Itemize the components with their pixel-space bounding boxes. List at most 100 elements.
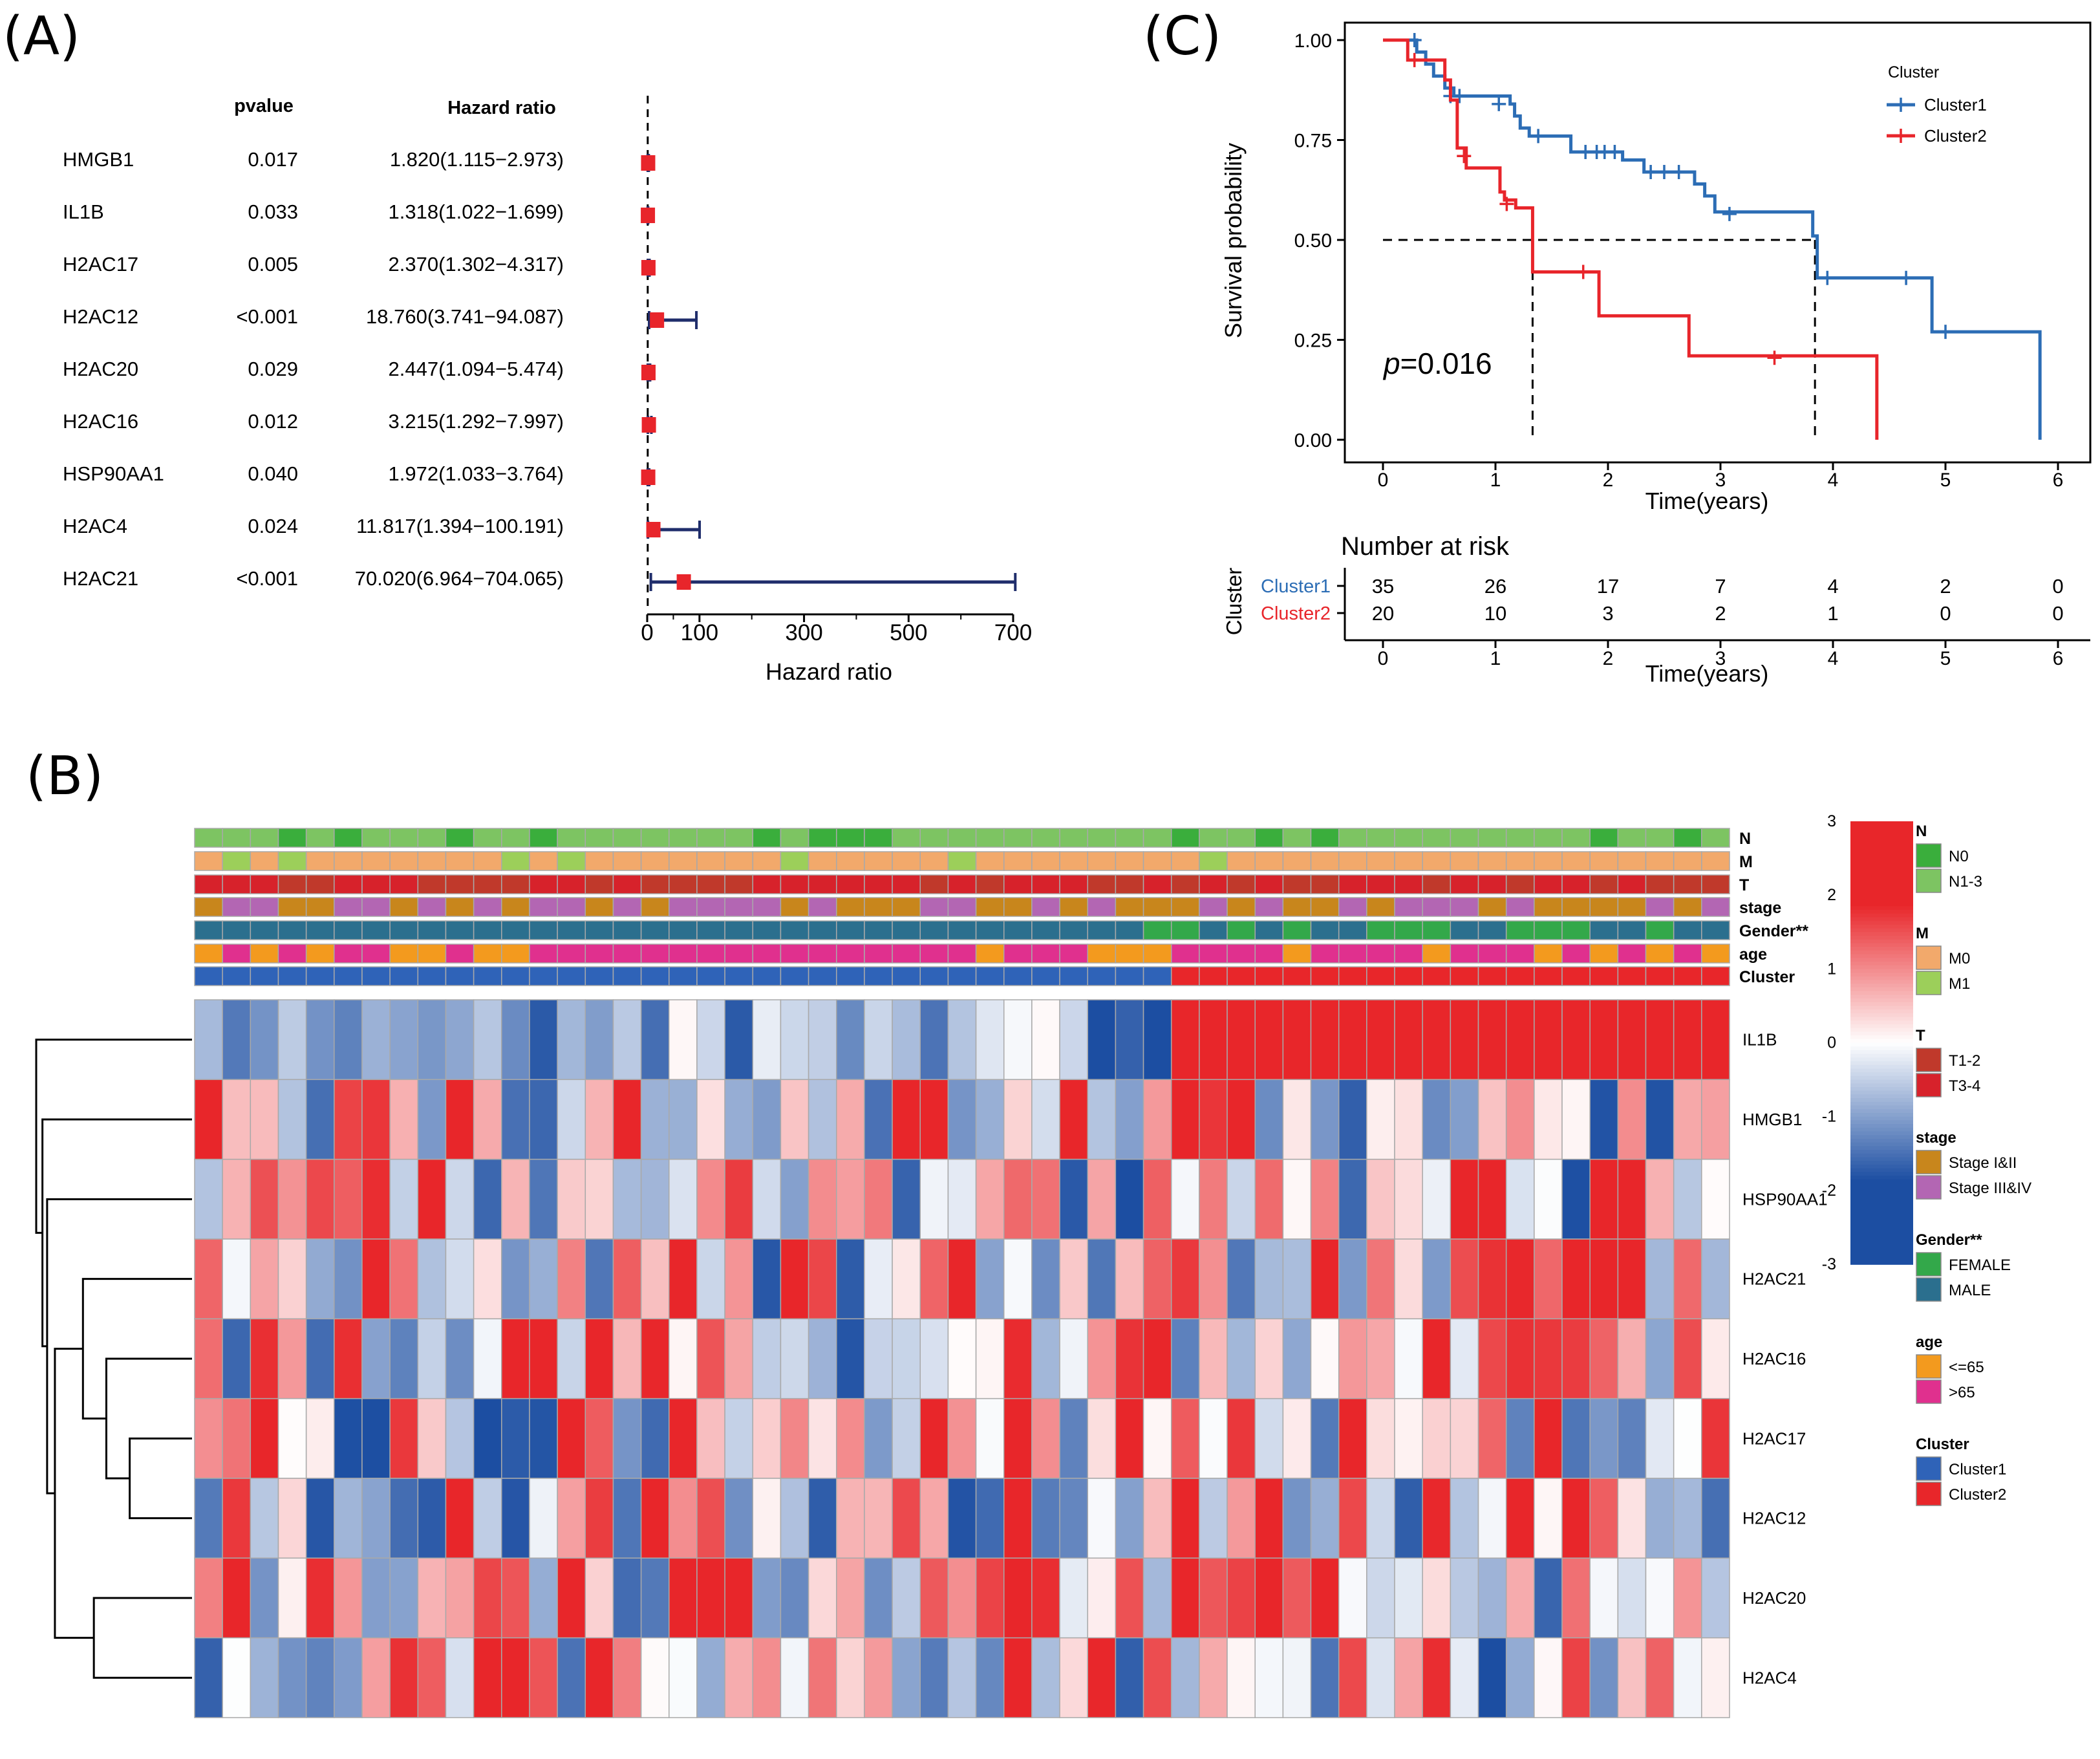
colorbar-segment xyxy=(1850,1246,1913,1250)
heatmap-cell xyxy=(1422,1238,1452,1320)
heatmap-cell xyxy=(1422,1478,1452,1559)
heatmap-cell xyxy=(724,1318,754,1399)
heatmap-cell xyxy=(277,1637,307,1718)
heatmap-cell xyxy=(612,1557,642,1639)
forest-point xyxy=(641,469,656,485)
heatmap-cell xyxy=(501,999,530,1081)
heatmap-cell xyxy=(612,1079,642,1160)
annotation-cell xyxy=(1199,897,1228,917)
km-censor-mark xyxy=(1531,129,1546,144)
km-censor-mark xyxy=(1407,33,1422,47)
annotation-cell xyxy=(808,966,837,986)
heatmap-cell xyxy=(724,1079,754,1160)
annotation-cell xyxy=(1115,897,1144,917)
heatmap-cell xyxy=(250,999,279,1081)
heatmap-cell xyxy=(1617,1397,1647,1479)
annotation-cell xyxy=(1227,897,1256,917)
heatmap-cell xyxy=(1199,1318,1228,1399)
heatmap-cell xyxy=(724,999,754,1081)
annotation-cell xyxy=(473,897,502,917)
forest-row: H2AC4 0.024 11.817(1.394−100.191) xyxy=(63,515,702,539)
annotation-cell xyxy=(1477,897,1507,917)
heatmap-cell xyxy=(1031,1637,1060,1718)
annotation-cell xyxy=(1142,851,1172,871)
annotation-cell xyxy=(669,874,698,894)
heatmap-cell xyxy=(1617,1238,1647,1320)
annotation-cell xyxy=(892,920,921,940)
annotation-cell xyxy=(501,944,530,964)
heatmap-cell xyxy=(752,1397,782,1479)
heatmap-cell xyxy=(1645,1478,1675,1559)
annotation-cell xyxy=(1701,897,1730,917)
annotation-cell xyxy=(1115,874,1144,894)
km-curve-cluster2 xyxy=(1383,38,1879,440)
heatmap-cell xyxy=(1477,1557,1507,1639)
heatmap-cell xyxy=(1227,999,1256,1081)
heatmap-cell xyxy=(389,1478,419,1559)
annotation-cell xyxy=(919,944,949,964)
annotation-cell xyxy=(1534,828,1563,848)
annotation-cell xyxy=(1338,874,1367,894)
annotation-cell xyxy=(1701,874,1730,894)
legend-item-label: Cluster1 xyxy=(1949,1461,2006,1478)
annotation-cell xyxy=(892,874,921,894)
heatmap-cell xyxy=(780,1318,809,1399)
km-y-tick-label: 1.00 xyxy=(1294,30,1332,52)
annotation-cell xyxy=(1115,966,1144,986)
heatmap-cell xyxy=(1505,1318,1535,1399)
annotation-cell xyxy=(361,828,391,848)
heatmap-cell xyxy=(780,1238,809,1320)
annotation-cell xyxy=(473,851,502,871)
heatmap-cell xyxy=(724,1557,754,1639)
annotation-cell xyxy=(1589,874,1619,894)
risk-x-tick-label: 1 xyxy=(1490,648,1501,669)
annotation-cell xyxy=(305,851,335,871)
heatmap-cell xyxy=(1366,1318,1395,1399)
heatmap-cell xyxy=(1115,1637,1144,1718)
heatmap-cell xyxy=(669,1079,698,1160)
heatmap-cell xyxy=(919,1397,949,1479)
heatmap-row-label: H2AC17 xyxy=(1742,1429,1806,1448)
annotation-cell xyxy=(1617,874,1647,894)
colorbar-segment xyxy=(1850,1006,1913,1010)
km-x-tick-label: 6 xyxy=(2053,469,2064,491)
annotation-cell xyxy=(1003,944,1033,964)
heatmap-cell xyxy=(1394,999,1423,1081)
heatmap-cell xyxy=(808,1397,837,1479)
heatmap-cell xyxy=(473,999,502,1081)
annotation-cell xyxy=(1645,920,1675,940)
heatmap-cell xyxy=(947,1079,977,1160)
km-censor-mark xyxy=(1899,270,1914,285)
heatmap-cell xyxy=(1673,1557,1702,1639)
km-y-tick-label: 0.75 xyxy=(1294,131,1332,152)
heatmap-cell xyxy=(1115,1079,1144,1160)
annotation-cell xyxy=(975,897,1005,917)
heatmap-cell xyxy=(584,1478,614,1559)
heatmap-cell xyxy=(1645,1397,1675,1479)
annotation-cell xyxy=(1199,920,1228,940)
annotation-cell xyxy=(584,874,614,894)
colorbar-segment xyxy=(1850,884,1913,889)
annotation-cell xyxy=(1505,944,1535,964)
heatmap-cell xyxy=(1394,1637,1423,1718)
km-censor-mark xyxy=(1767,351,1782,365)
annotation-cell xyxy=(864,966,893,986)
colorbar-segment xyxy=(1850,1131,1913,1136)
heatmap-cell xyxy=(1282,1637,1312,1718)
heatmap-cell xyxy=(1422,1637,1452,1718)
annotation-cell xyxy=(1450,966,1479,986)
heatmap-cell xyxy=(417,1637,447,1718)
heatmap-cell xyxy=(417,1397,447,1479)
heatmap-cell xyxy=(1227,1238,1256,1320)
heatmap-cell xyxy=(334,1478,363,1559)
forest-hr-text: 2.447(1.094−5.474) xyxy=(389,358,564,380)
legend-item-label: Cluster2 xyxy=(1949,1486,2006,1504)
heatmap-cell xyxy=(1087,1238,1117,1320)
heatmap-row-label: H2AC12 xyxy=(1742,1509,1806,1528)
heatmap-cell xyxy=(1505,1397,1535,1479)
dendrogram-link xyxy=(105,1357,192,1480)
annotation-cell xyxy=(250,920,279,940)
heatmap-cell xyxy=(947,1637,977,1718)
annotation-cell xyxy=(640,828,670,848)
